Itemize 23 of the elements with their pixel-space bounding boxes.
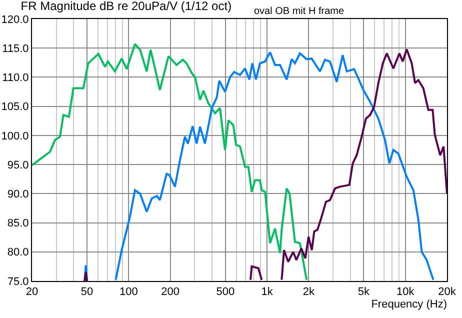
y-tick-label: 75.0 [7, 276, 29, 288]
y-tick-label: 105.0 [1, 101, 29, 114]
y-tick-label: 115.0 [2, 42, 29, 55]
y-tick-label: 90.0 [7, 188, 29, 201]
x-tick-label: 50 [80, 286, 94, 298]
x-tick-label: 1k [261, 286, 274, 298]
x-tick-label: 20k [438, 286, 456, 298]
y-tick-label: 95.0 [7, 159, 29, 172]
x-tick-label: 2k [302, 286, 315, 298]
x-axis-title: Frequency (Hz) [371, 298, 447, 310]
x-tick-label: 10k [396, 286, 415, 298]
y-tick-label: 80.0 [7, 246, 29, 259]
x-tick-label: 5k [358, 286, 370, 298]
y-tick-label: 85.0 [7, 218, 29, 230]
x-tick-label: 200 [161, 286, 180, 298]
y-tick-label: 120.0 [1, 14, 29, 26]
x-tick-label: 500 [216, 286, 235, 298]
chart-title: FR Magnitude dB re 20uPa/V (1/12 oct) [20, 0, 232, 13]
y-tick-label: 110.0 [2, 72, 29, 84]
text: oval OB mit H frame [254, 6, 344, 17]
x-tick-label: 20 [26, 286, 38, 298]
x-tick-label: 100 [120, 286, 138, 298]
y-tick-label: 100.0 [1, 130, 29, 142]
